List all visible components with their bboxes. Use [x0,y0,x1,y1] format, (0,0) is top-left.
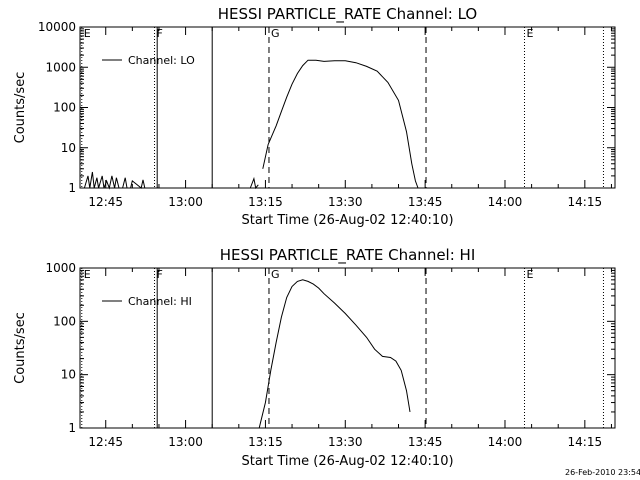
y-tick-label: 10 [61,141,76,155]
chart-title: HESSI PARTICLE_RATE Channel: HI [220,246,476,265]
x-tick-label: 14:15 [568,195,603,209]
y-axis-label: Counts/sec [13,72,28,144]
event-marker-label: G [271,27,280,40]
y-tick-label: 10 [61,368,76,382]
event-marker-label: F [157,268,163,281]
series-line [258,279,411,429]
x-tick-label: 14:00 [488,435,523,449]
y-tick-label: 1 [68,421,76,435]
series-line [83,171,146,190]
series-line [249,176,259,190]
x-tick-label: 13:00 [168,435,203,449]
legend-label: Channel: LO [128,54,195,67]
event-marker-label: E [84,27,91,40]
chart-title: HESSI PARTICLE_RATE Channel: LO [218,5,477,24]
plot-frame [79,26,616,189]
x-tick-label: 14:00 [488,195,523,209]
x-axis-label: Start Time (26-Aug-02 12:40:10) [241,213,453,228]
x-tick-label: 12:45 [88,195,123,209]
y-tick-label: 10000 [38,20,76,34]
event-marker-label: E [527,27,534,40]
x-axis-label: Start Time (26-Aug-02 12:40:10) [241,454,453,469]
x-tick-label: 13:45 [408,435,443,449]
x-tick-label: 13:15 [248,195,283,209]
event-marker-label: E [84,268,91,281]
event-marker-label: E [527,268,534,281]
y-tick-label: 100 [53,314,76,328]
y-tick-label: 1 [68,181,76,195]
event-marker-label: F [157,27,163,40]
x-tick-label: 13:15 [248,435,283,449]
event-marker-label: G [271,268,280,281]
legend-label: Channel: HI [128,295,192,308]
y-tick-label: 1000 [45,60,76,74]
x-tick-label: 14:15 [568,435,603,449]
x-tick-label: 13:30 [328,195,363,209]
plot-frame [79,267,616,429]
x-tick-label: 13:30 [328,435,363,449]
panel-2: HESSI PARTICLE_RATE Channel: HI Counts/se… [13,246,616,469]
y-axis-label: Counts/sec [13,312,28,384]
series-line [262,59,419,189]
x-tick-label: 12:45 [88,435,123,449]
x-tick-label: 13:00 [168,195,203,209]
y-tick-label: 1000 [45,261,76,275]
x-tick-label: 13:45 [408,195,443,209]
y-tick-label: 100 [53,101,76,115]
panel-1: HESSI PARTICLE_RATE Channel: LO Counts/se… [13,5,616,228]
